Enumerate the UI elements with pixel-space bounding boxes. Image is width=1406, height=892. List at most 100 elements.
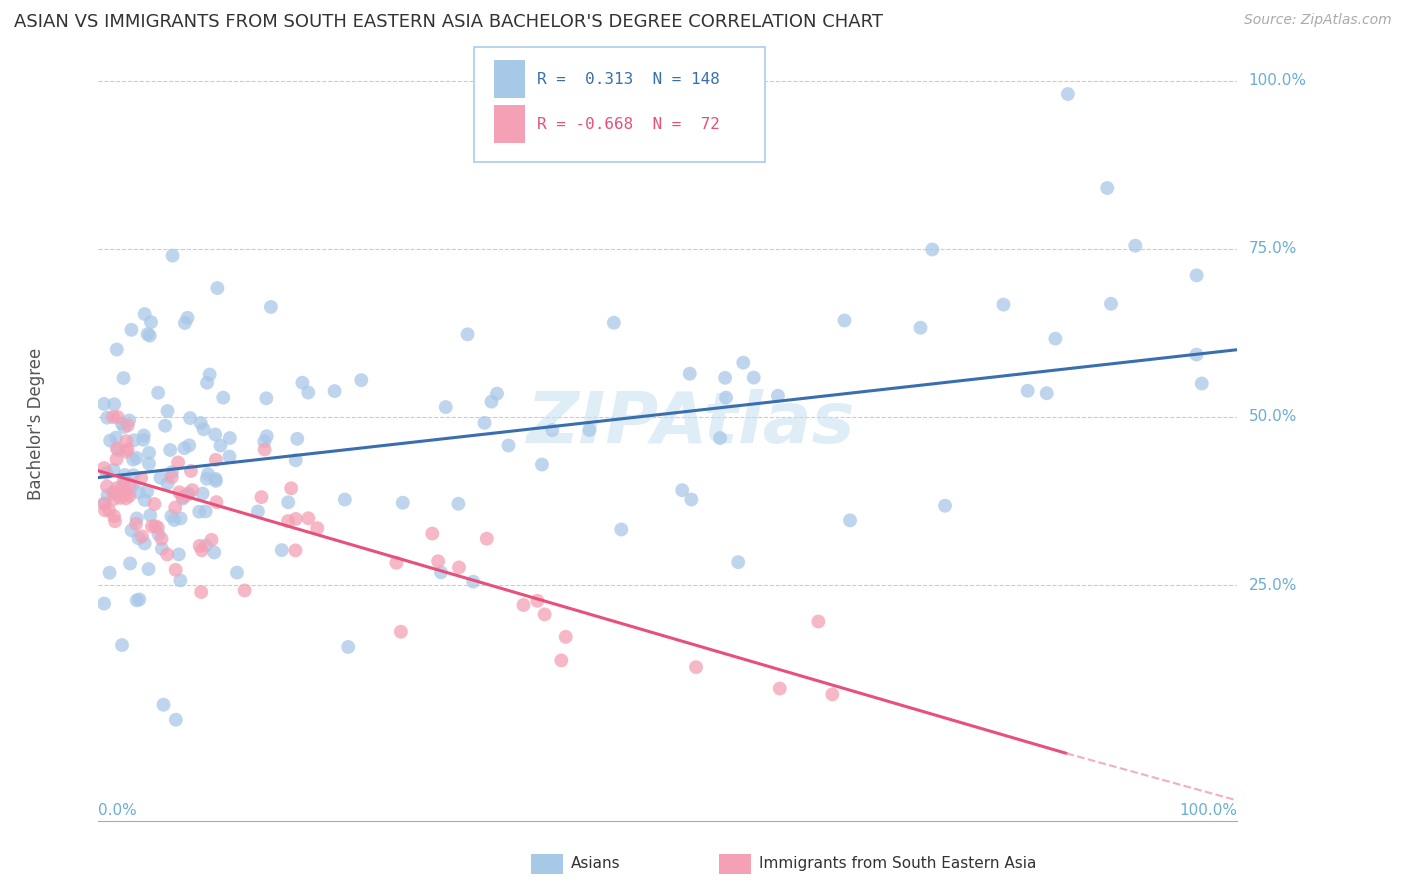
- Point: [226, 566, 249, 580]
- Point: [153, 418, 176, 433]
- Point: [198, 368, 221, 382]
- Point: [188, 505, 211, 519]
- Point: [172, 491, 194, 506]
- Point: [1097, 181, 1119, 195]
- Point: [125, 516, 148, 531]
- Point: [254, 392, 277, 406]
- Point: [391, 496, 413, 510]
- Point: [270, 543, 292, 558]
- Point: [333, 492, 356, 507]
- Point: [121, 524, 143, 538]
- Text: 50.0%: 50.0%: [1249, 409, 1296, 425]
- Point: [160, 470, 183, 484]
- Point: [526, 594, 548, 608]
- Point: [125, 511, 148, 525]
- Point: [430, 566, 453, 580]
- Text: 100.0%: 100.0%: [1180, 803, 1237, 818]
- Point: [96, 466, 118, 480]
- Point: [839, 513, 862, 527]
- Point: [156, 548, 179, 562]
- Point: [115, 491, 138, 506]
- Point: [1045, 332, 1067, 346]
- Point: [96, 479, 118, 493]
- Point: [115, 444, 138, 458]
- FancyBboxPatch shape: [474, 46, 765, 161]
- Point: [277, 514, 299, 528]
- Point: [475, 532, 498, 546]
- Point: [910, 320, 932, 334]
- Point: [218, 431, 240, 445]
- Point: [97, 488, 120, 502]
- Point: [280, 481, 302, 495]
- Point: [209, 438, 232, 452]
- Point: [530, 458, 553, 472]
- Point: [284, 512, 307, 526]
- Point: [284, 543, 307, 558]
- Point: [103, 486, 125, 500]
- Point: [389, 624, 412, 639]
- Point: [256, 429, 278, 443]
- Point: [1099, 297, 1122, 311]
- Point: [297, 511, 319, 525]
- Bar: [494, 60, 526, 98]
- Point: [1123, 238, 1146, 252]
- Point: [103, 397, 125, 411]
- Point: [807, 615, 830, 629]
- Point: [253, 442, 276, 457]
- Point: [165, 713, 187, 727]
- Text: Source: ZipAtlas.com: Source: ZipAtlas.com: [1244, 13, 1392, 28]
- Point: [204, 472, 226, 486]
- Point: [169, 511, 191, 525]
- Point: [307, 521, 329, 535]
- Point: [769, 681, 792, 696]
- Point: [165, 563, 187, 577]
- Point: [107, 443, 129, 458]
- Point: [714, 371, 737, 385]
- Point: [253, 434, 276, 449]
- Point: [128, 592, 150, 607]
- Point: [132, 428, 155, 442]
- Point: [207, 281, 229, 295]
- Point: [94, 503, 117, 517]
- Point: [159, 442, 181, 457]
- Point: [115, 434, 138, 449]
- Point: [550, 653, 572, 667]
- Point: [122, 468, 145, 483]
- Point: [821, 687, 844, 701]
- Point: [105, 343, 128, 357]
- Point: [121, 478, 143, 492]
- Point: [134, 536, 156, 550]
- Point: [246, 504, 269, 518]
- Point: [93, 461, 115, 475]
- Point: [141, 519, 163, 533]
- Point: [291, 376, 314, 390]
- Point: [114, 486, 136, 500]
- Point: [709, 431, 731, 445]
- Point: [134, 492, 156, 507]
- Point: [190, 416, 212, 430]
- Point: [205, 495, 228, 509]
- Point: [1185, 348, 1208, 362]
- Point: [117, 442, 139, 457]
- Point: [134, 307, 156, 321]
- Point: [285, 432, 308, 446]
- Point: [118, 489, 141, 503]
- Point: [603, 316, 626, 330]
- Point: [463, 574, 485, 589]
- Point: [610, 523, 633, 537]
- Point: [554, 630, 576, 644]
- Point: [138, 446, 160, 460]
- Point: [1185, 268, 1208, 283]
- Point: [112, 420, 135, 434]
- Point: [167, 455, 190, 469]
- Point: [98, 434, 121, 448]
- Point: [297, 385, 319, 400]
- Point: [181, 483, 204, 498]
- Point: [260, 300, 283, 314]
- Point: [533, 607, 555, 622]
- Point: [194, 539, 217, 553]
- Point: [110, 486, 132, 500]
- Point: [486, 386, 509, 401]
- Point: [200, 533, 222, 547]
- Point: [103, 492, 125, 507]
